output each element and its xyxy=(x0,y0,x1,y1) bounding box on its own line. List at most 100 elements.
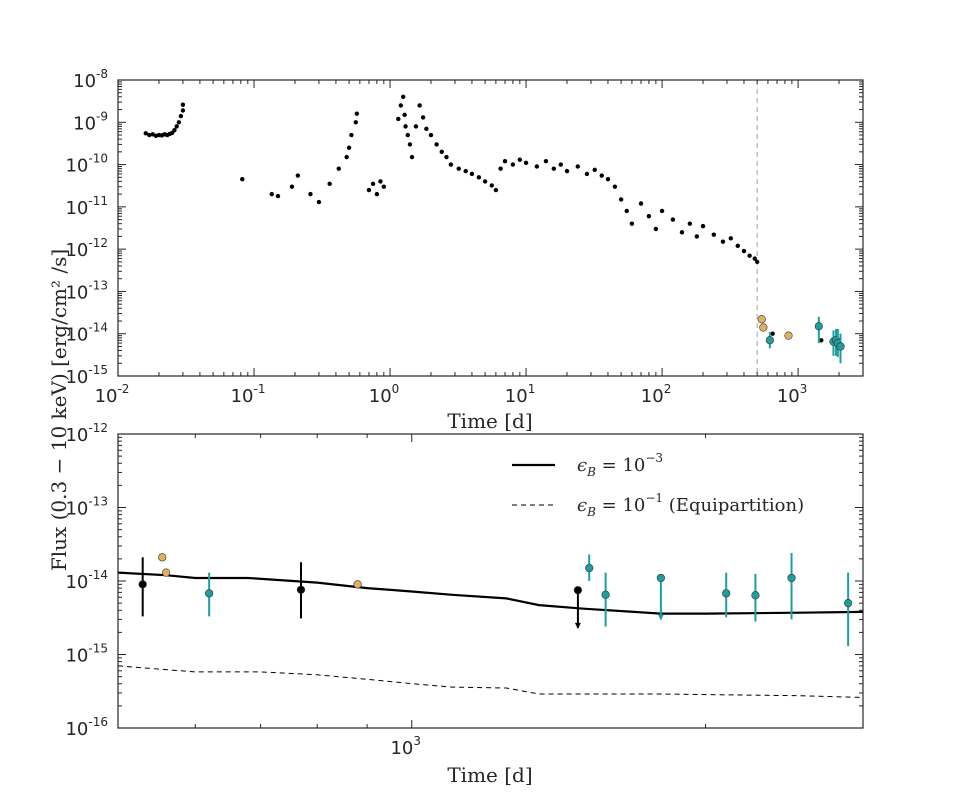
data-point xyxy=(378,179,383,184)
data-point xyxy=(728,236,733,241)
top-plot-area xyxy=(143,80,845,376)
upper-limit-arrow xyxy=(574,622,581,629)
data-point xyxy=(424,126,429,132)
data-point xyxy=(735,243,740,248)
data-point xyxy=(653,226,659,232)
data-point xyxy=(498,166,503,171)
data-point xyxy=(844,599,853,608)
top-x-tick-base: 10 xyxy=(641,386,664,407)
data-point xyxy=(439,149,444,155)
top-y-tick-label: 10-12 xyxy=(65,236,108,261)
data-point xyxy=(759,323,768,332)
data-point xyxy=(482,179,488,184)
data-point xyxy=(269,191,274,197)
top-y-tick-label: 10-9 xyxy=(73,109,108,134)
data-point xyxy=(551,166,557,171)
bottom-x-tick-base: 10 xyxy=(390,738,413,759)
bottom-y-tick-exp: -16 xyxy=(88,715,108,729)
legend: ϵB = 10−3 ϵB = 10−1 (Equipartition) xyxy=(512,451,804,519)
data-point xyxy=(679,230,685,235)
panel-top: 10-2 10-1 100 101 102 103 10-1510-1410-1310-1… xyxy=(65,67,864,433)
data-point xyxy=(624,208,629,214)
data-point xyxy=(543,159,549,164)
bottom-x-tick-exp: 3 xyxy=(413,734,421,748)
model-line-solid xyxy=(117,571,864,615)
data-point xyxy=(765,336,774,345)
top-y-tick-exp: -13 xyxy=(88,278,108,292)
data-point xyxy=(741,248,747,254)
data-point xyxy=(405,132,410,138)
top-x-tick-exp: 1 xyxy=(528,382,536,396)
data-point xyxy=(434,142,439,147)
top-y-tick-label: 10-13 xyxy=(65,278,108,303)
data-point xyxy=(353,580,362,589)
bottom-y-tick-label: 10-12 xyxy=(65,421,108,446)
data-point xyxy=(174,124,179,129)
top-x-tick-label: 101 xyxy=(505,382,536,407)
top-x-tick-label: 10-2 xyxy=(95,382,130,407)
top-y-tick-exp: -10 xyxy=(88,152,108,166)
model-line-dashed xyxy=(117,665,864,698)
data-point xyxy=(296,585,306,594)
data-point xyxy=(694,234,700,239)
data-point xyxy=(205,589,214,598)
top-y-tick-exp: -9 xyxy=(96,109,108,123)
top-x-tick-label: 100 xyxy=(369,382,400,407)
data-point xyxy=(584,171,590,177)
bottom-y-tick-base: 10 xyxy=(65,499,88,520)
data-point xyxy=(819,338,824,343)
bottom-x-tick-label: 103 xyxy=(390,734,421,759)
bottom-axes-frame xyxy=(117,433,864,729)
data-point xyxy=(178,113,184,119)
data-point xyxy=(403,124,408,129)
top-x-tick-base: 10 xyxy=(505,386,528,407)
data-point xyxy=(659,208,665,214)
data-point xyxy=(711,232,716,237)
data-point xyxy=(295,173,301,178)
data-point xyxy=(585,563,594,573)
data-point xyxy=(573,586,583,595)
bottom-y-tick-label: 10-14 xyxy=(65,568,108,593)
data-point xyxy=(747,253,752,258)
data-point xyxy=(687,221,693,226)
data-point xyxy=(517,157,523,162)
data-point xyxy=(787,573,796,583)
data-point xyxy=(493,187,499,193)
data-point xyxy=(534,164,540,169)
data-point xyxy=(612,184,618,189)
bottom-y-tick-exp: -14 xyxy=(88,568,108,582)
top-x-tick-exp: 3 xyxy=(800,382,808,396)
data-point xyxy=(751,591,760,600)
data-point xyxy=(374,191,380,197)
data-point xyxy=(599,173,604,178)
data-point xyxy=(401,94,406,100)
top-y-tick-exp: -12 xyxy=(88,236,108,250)
data-point xyxy=(402,112,407,118)
data-point xyxy=(147,132,152,138)
data-point xyxy=(428,132,434,138)
top-y-tick-label: 10-8 xyxy=(73,67,108,92)
top-y-tick-base: 10 xyxy=(65,240,88,261)
top-x-tick-exp: 0 xyxy=(392,382,400,396)
data-point xyxy=(444,154,449,160)
top-y-tick-base: 10 xyxy=(65,367,88,388)
top-y-tick-base: 10 xyxy=(73,113,96,134)
top-y-tick-exp: -15 xyxy=(88,363,108,377)
data-point xyxy=(456,166,461,171)
top-y-tick-exp: -14 xyxy=(88,321,108,335)
data-point xyxy=(601,590,610,599)
top-x-tick-base: 10 xyxy=(95,386,118,407)
data-point xyxy=(366,187,372,193)
data-point xyxy=(469,171,475,177)
data-point xyxy=(720,239,726,244)
top-x-axis-label: Time [d] xyxy=(447,409,532,433)
data-point xyxy=(353,120,358,125)
top-x-tick-base: 10 xyxy=(231,386,254,407)
data-point xyxy=(161,568,171,577)
data-point xyxy=(489,183,495,188)
bottom-y-tick-base: 10 xyxy=(65,719,88,740)
data-point xyxy=(836,342,845,351)
data-point xyxy=(143,131,148,136)
bottom-y-tick-base: 10 xyxy=(65,572,88,593)
